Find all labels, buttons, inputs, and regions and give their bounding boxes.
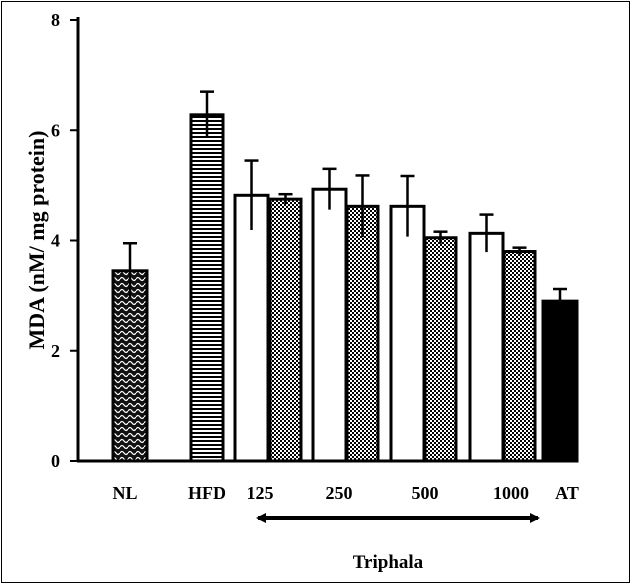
bars [111, 113, 579, 463]
bar-500-checker [423, 236, 458, 463]
y-axis-label: MDA (nM/ mg protein) [24, 131, 49, 350]
x-tick-label-500: 500 [412, 483, 439, 503]
x-tick-label-250: 250 [326, 483, 353, 503]
bar-1000-white [468, 231, 505, 463]
x-tick-label-AT: AT [555, 483, 579, 503]
y-tick-label: 4 [51, 231, 60, 251]
error-bars [123, 90, 567, 314]
y-tick-label: 6 [51, 120, 60, 140]
bar-1000-checker [502, 250, 537, 463]
y-tick-label: 2 [51, 341, 60, 361]
x-tick-label-HFD: HFD [188, 483, 226, 503]
bar-250-white [311, 187, 348, 463]
y-tick-label: 8 [51, 10, 60, 30]
triphala-label: Triphala [353, 552, 424, 573]
x-tick-labels: NL HFD 125 250 500 1000 AT [112, 483, 578, 503]
y-tick-label: 0 [51, 451, 60, 471]
x-tick-label-125: 125 [247, 483, 274, 503]
bar-250-checker [345, 204, 380, 463]
bar-125-checker [268, 197, 303, 463]
y-ticks: 0 2 4 6 8 [51, 10, 78, 471]
x-tick-label-1000: 1000 [493, 483, 529, 503]
bar-125-white [233, 193, 270, 463]
bar-AT-black [541, 299, 579, 463]
x-tick-label-NL: NL [112, 483, 137, 503]
bar-HFD-hstripes [189, 113, 225, 463]
bar-NL-wave [111, 269, 149, 463]
bar-500-white [389, 204, 426, 463]
